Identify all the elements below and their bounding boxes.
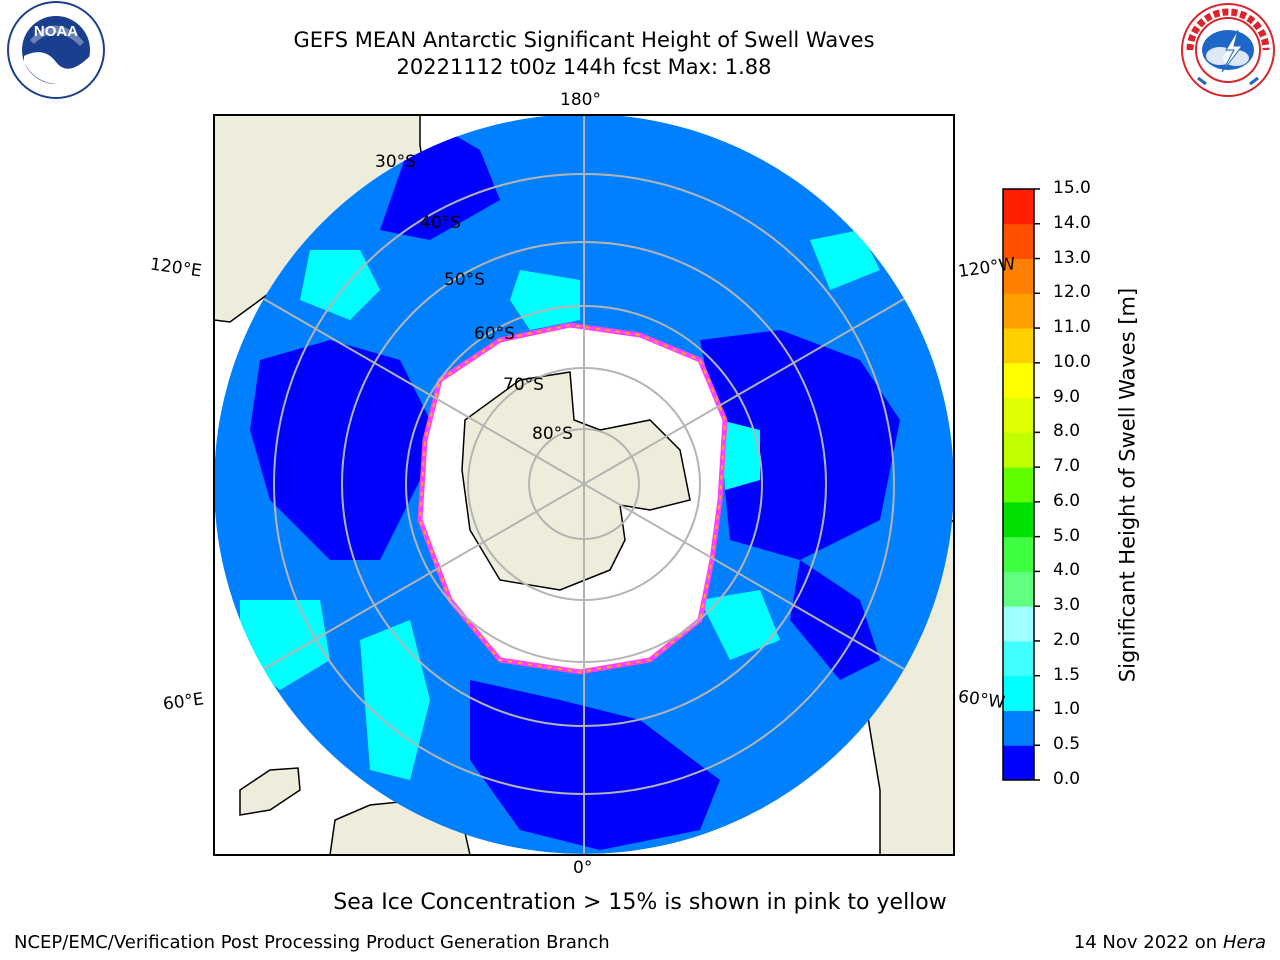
antarctica bbox=[461, 371, 691, 591]
lon-label-180: 180° bbox=[560, 90, 601, 110]
colorbar-tick-label: 0.0 bbox=[1053, 769, 1081, 789]
colorbar-segment bbox=[1003, 258, 1034, 294]
colorbar-segment bbox=[1003, 501, 1034, 538]
colorbar-tick-label: 3.0 bbox=[1053, 595, 1081, 616]
chart-subtitle: 20221112 t00z 144h fcst Max: 1.88 bbox=[396, 55, 772, 79]
footer-credit: NCEP/EMC/Verification Post Processing Pr… bbox=[14, 932, 610, 953]
colorbar-segment bbox=[1003, 467, 1034, 503]
colorbar-tick-label: 2.0 bbox=[1053, 629, 1081, 650]
colorbar-tick-label: 5.0 bbox=[1053, 525, 1081, 546]
colorbar-segment bbox=[1003, 536, 1034, 572]
chart-title: GEFS MEAN Antarctic Significant Height o… bbox=[293, 28, 875, 52]
colorbar-tick-label: 4.0 bbox=[1053, 560, 1081, 581]
lon-label-0: 0° bbox=[573, 858, 593, 878]
colorbar-segment bbox=[1003, 189, 1034, 225]
colorbar-segment bbox=[1003, 432, 1034, 468]
map-frame bbox=[213, 114, 955, 856]
colorbar-segment bbox=[1003, 397, 1034, 433]
svg-text:NOAA: NOAA bbox=[34, 23, 78, 40]
colorbar-tick-label: 15.0 bbox=[1053, 178, 1091, 198]
colorbar-segment bbox=[1003, 223, 1034, 260]
colorbar-segment bbox=[1003, 293, 1034, 329]
colorbar-tick-label: 14.0 bbox=[1053, 212, 1091, 233]
colorbar-segment bbox=[1003, 606, 1034, 642]
colorbar-segment bbox=[1003, 745, 1034, 781]
lat-label-80s: 80°S bbox=[532, 424, 573, 444]
colorbar-segment bbox=[1003, 640, 1034, 677]
colorbar-tick-label: 1.5 bbox=[1053, 664, 1081, 685]
colorbar-tick-label: 1.0 bbox=[1053, 699, 1081, 720]
colorbar-tick-label: 13.0 bbox=[1053, 247, 1091, 268]
colorbar-segment bbox=[1003, 328, 1034, 364]
colorbar-tick-label: 10.0 bbox=[1053, 351, 1091, 372]
noaa-logo: NOAA bbox=[7, 1, 105, 99]
colorbar-tick-label: 12.0 bbox=[1053, 282, 1091, 303]
nws-logo bbox=[1181, 3, 1275, 97]
colorbar-tick-label: 8.0 bbox=[1053, 421, 1081, 442]
lat-label-50s: 50°S bbox=[444, 270, 485, 290]
colorbar-segment bbox=[1003, 362, 1034, 399]
colorbar-segment bbox=[1003, 710, 1034, 746]
lat-label-40s: 40°S bbox=[420, 213, 461, 233]
longitude-lines bbox=[263, 115, 905, 854]
colorbar-tick-label: 7.0 bbox=[1053, 456, 1081, 477]
colorbar bbox=[1003, 188, 1040, 781]
colorbar-tick-label: 9.0 bbox=[1053, 386, 1081, 407]
colorbar-tick-label: 0.5 bbox=[1053, 734, 1081, 755]
colorbar-segment bbox=[1003, 571, 1034, 607]
lat-label-70s: 70°S bbox=[503, 375, 544, 395]
colorbar-label: Significant Height of Swell Waves [m] bbox=[1115, 287, 1140, 683]
colorbar-segment bbox=[1003, 675, 1034, 711]
lat-label-60s: 60°S bbox=[474, 324, 515, 344]
lat-label-30s: 30°S bbox=[375, 152, 416, 172]
sea-ice-caption: Sea Ice Concentration > 15% is shown in … bbox=[333, 890, 947, 915]
colorbar-tick-label: 11.0 bbox=[1053, 317, 1091, 338]
footer-date: 14 Nov 2022 on Hera bbox=[1073, 932, 1266, 953]
colorbar-tick-label: 6.0 bbox=[1053, 490, 1081, 511]
